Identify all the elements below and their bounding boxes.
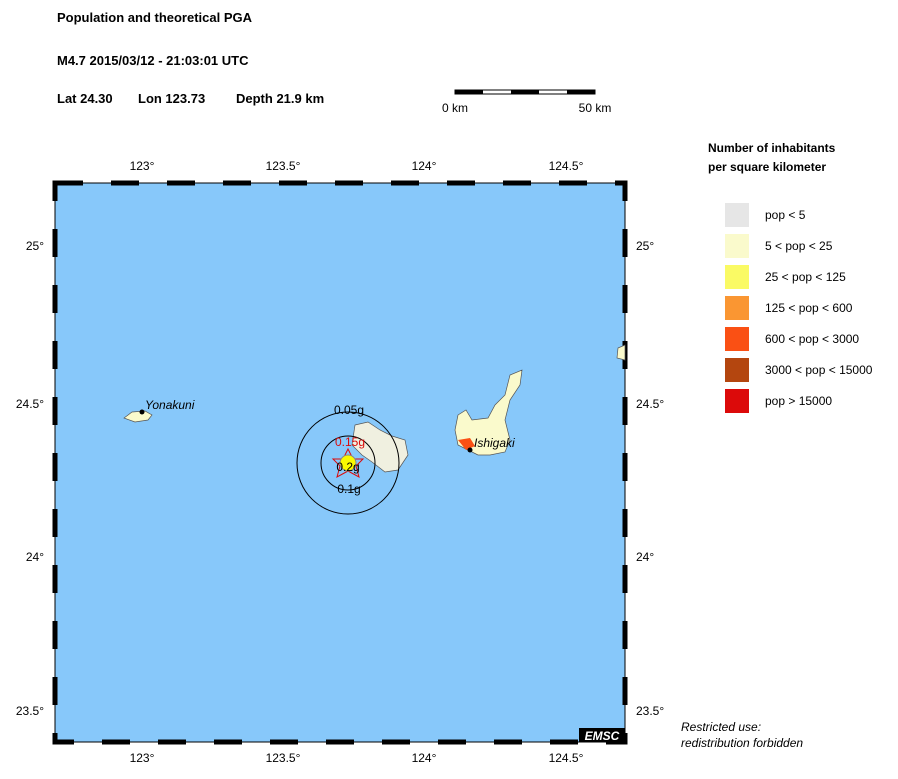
legend-label: 125 < pop < 600 — [765, 301, 853, 315]
pga-label: 0.15g — [335, 435, 365, 449]
y-label: 24° — [636, 550, 654, 564]
credit: EMSC — [585, 729, 620, 743]
legend-swatch — [725, 265, 749, 289]
y-label: 25° — [26, 239, 44, 253]
legend-swatch — [725, 358, 749, 382]
legend-swatch — [725, 327, 749, 351]
town — [467, 447, 473, 453]
frame-line — [54, 182, 626, 743]
title: Population and theoretical PGA — [57, 10, 253, 25]
legend-swatch — [725, 234, 749, 258]
x-label: 124.5° — [549, 159, 584, 173]
legend-title: per square kilometer — [708, 160, 826, 174]
epicenter — [339, 454, 357, 472]
y-label: 24.5° — [636, 397, 664, 411]
y-label: 25° — [636, 239, 654, 253]
pga-label: 0.1g — [337, 482, 360, 496]
x-label: 124° — [412, 159, 437, 173]
legend-swatch — [725, 296, 749, 320]
legend-label: pop > 15000 — [765, 394, 832, 408]
scale-end: 50 km — [579, 101, 612, 115]
x-label: 124.5° — [549, 751, 584, 765]
lat: Lat 24.30 — [57, 91, 113, 106]
notice: redistribution forbidden — [681, 736, 803, 750]
x-label: 123.5° — [266, 159, 301, 173]
legend-label: pop < 5 — [765, 208, 806, 222]
urban-area — [458, 438, 475, 450]
island — [123, 410, 153, 423]
lon: Lon 123.73 — [138, 91, 205, 106]
y-label: 23.5° — [636, 704, 664, 718]
place-label: Yonakuni — [145, 398, 195, 412]
place-label: Ishigaki — [474, 436, 515, 450]
y-label: 23.5° — [16, 704, 44, 718]
pga-label: 0.05g — [334, 403, 364, 417]
pga-label: 0.2g — [336, 460, 359, 474]
island — [351, 421, 409, 473]
y-label: 24.5° — [16, 397, 44, 411]
y-label: 24° — [26, 550, 44, 564]
map: Yonakuni Ishigaki 0.05g 0.1g 0.15g 0.2g … — [52, 180, 628, 745]
x-label: 123° — [130, 159, 155, 173]
pga-contour — [296, 411, 400, 515]
legend-label: 3000 < pop < 15000 — [765, 363, 873, 377]
notice: Restricted use: — [681, 720, 761, 734]
legend-label: 5 < pop < 25 — [765, 239, 833, 253]
depth: Depth 21.9 km — [236, 91, 324, 106]
legend-label: 600 < pop < 3000 — [765, 332, 859, 346]
credit-box — [579, 728, 625, 742]
scale-start: 0 km — [442, 101, 468, 115]
legend-swatch — [725, 203, 749, 227]
scale-bar — [454, 89, 596, 95]
island — [616, 344, 626, 361]
x-label: 123.5° — [266, 751, 301, 765]
town — [139, 409, 145, 415]
legend-label: 25 < pop < 125 — [765, 270, 846, 284]
pga-contour — [320, 435, 376, 491]
legend-swatch — [725, 389, 749, 413]
legend-title: Number of inhabitants — [708, 141, 836, 155]
x-label: 123° — [130, 751, 155, 765]
event: M4.7 2015/03/12 - 21:03:01 UTC — [57, 53, 249, 68]
x-label: 124° — [412, 751, 437, 765]
